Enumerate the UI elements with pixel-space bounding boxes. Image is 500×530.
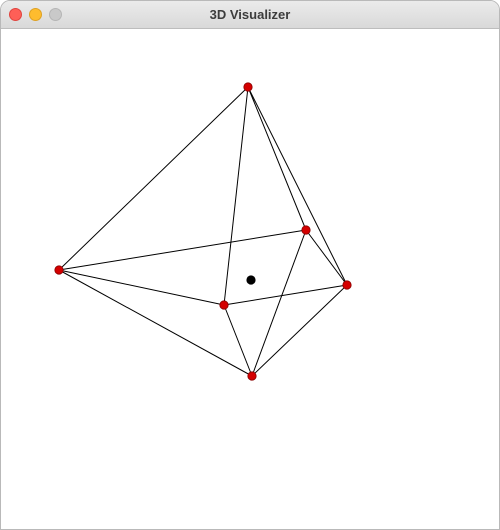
- edge: [247, 86, 348, 286]
- edge: [223, 86, 249, 306]
- edge: [58, 269, 253, 377]
- vertex-left[interactable]: [54, 265, 64, 275]
- vertex-top[interactable]: [243, 82, 253, 92]
- vertex-right[interactable]: [342, 280, 352, 290]
- vertices: [54, 82, 352, 381]
- vertex-front[interactable]: [219, 300, 229, 310]
- minimize-window-button[interactable]: [29, 8, 42, 21]
- edge: [305, 229, 348, 286]
- title-bar[interactable]: 3D Visualizer: [1, 1, 499, 29]
- render-canvas[interactable]: [1, 29, 500, 530]
- center-marker: [246, 275, 256, 285]
- vertex-back[interactable]: [301, 225, 311, 235]
- edge: [251, 229, 307, 377]
- edge: [58, 229, 307, 271]
- edge: [58, 269, 225, 306]
- edge: [223, 284, 348, 306]
- edge: [251, 284, 348, 377]
- edge: [247, 86, 307, 231]
- close-window-button[interactable]: [9, 8, 22, 21]
- vertex-bottom[interactable]: [247, 371, 257, 381]
- zoom-window-button: [49, 8, 62, 21]
- edge: [223, 304, 253, 377]
- window-title: 3D Visualizer: [209, 7, 291, 22]
- wireframe-edges: [58, 86, 348, 377]
- edge: [58, 86, 249, 271]
